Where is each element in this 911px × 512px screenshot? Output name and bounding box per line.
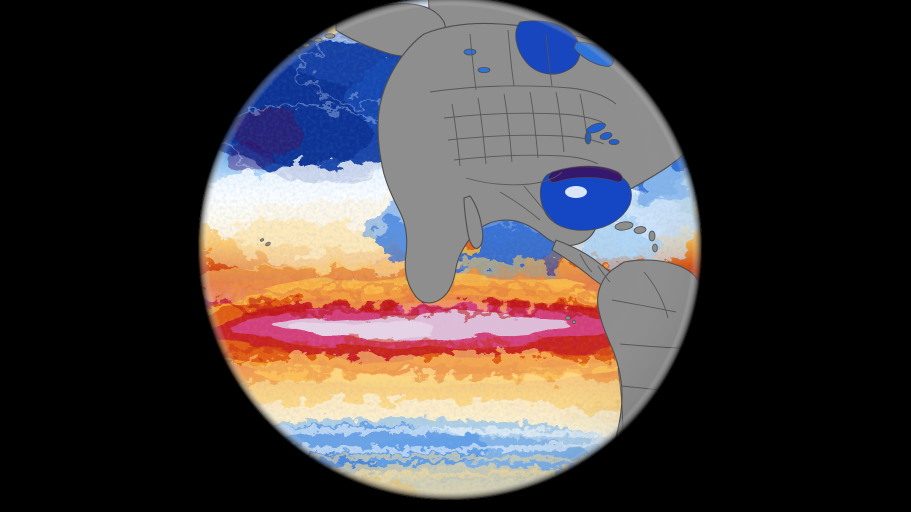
limb-edge-softening	[198, 0, 702, 500]
globe-disc	[198, 0, 702, 500]
globe-outline	[197, 0, 703, 501]
